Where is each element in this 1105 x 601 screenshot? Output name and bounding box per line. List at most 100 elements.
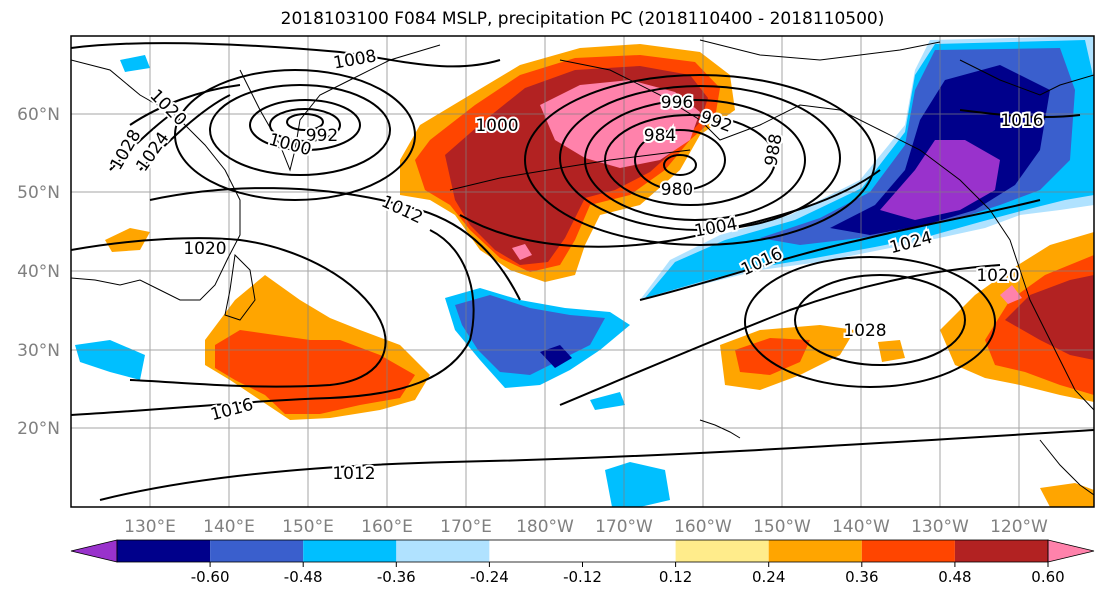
longitude-label: 160°W bbox=[674, 517, 732, 537]
isobar-1008 bbox=[71, 42, 501, 68]
longitude-label: 130°E bbox=[124, 517, 176, 537]
latitude-label: 50°N bbox=[17, 183, 60, 203]
map-title: 2018103100 F084 MSLP, precipitation PC (… bbox=[280, 9, 885, 29]
longitude-labels: 130°E 140°E 150°E 160°E 170°E 180°W 170°W 160°W… bbox=[124, 517, 1048, 537]
latitude-label: 60°N bbox=[17, 105, 60, 125]
isobar-label: 1028 bbox=[843, 321, 886, 341]
longitude-label: 150°E bbox=[282, 517, 334, 537]
isobar-1012-north bbox=[149, 187, 521, 301]
isobar-1012-south bbox=[99, 429, 1094, 501]
isobar-aleutian-988 bbox=[604, 114, 776, 206]
anomaly-westcoast-darkred bbox=[1005, 275, 1094, 360]
colorbar-segment bbox=[210, 540, 304, 562]
isobar-label: 992 bbox=[306, 126, 338, 146]
isobar-label: 980 bbox=[661, 180, 693, 200]
isobar-aleutian-992 bbox=[584, 99, 806, 221]
anomaly-cyan-japan bbox=[120, 55, 150, 72]
colorbar-segment bbox=[303, 540, 397, 562]
isobar-label: 988 bbox=[761, 132, 786, 167]
latitude-label: 40°N bbox=[17, 262, 60, 282]
colorbar-segment bbox=[396, 540, 490, 562]
coast-asia bbox=[71, 59, 241, 301]
latitude-label: 20°N bbox=[17, 419, 60, 439]
colorbar-segment bbox=[489, 540, 583, 562]
colorbar-tick-label: 0.48 bbox=[938, 568, 971, 586]
coast-canada bbox=[959, 59, 1094, 96]
colorbar-segment bbox=[954, 540, 1048, 562]
colorbar-segment bbox=[861, 540, 955, 562]
longitude-label: 150°W bbox=[753, 517, 811, 537]
longitude-label: 160°E bbox=[361, 517, 413, 537]
anomaly-cyan-small bbox=[590, 392, 625, 410]
isobar-1016-northeast bbox=[959, 109, 1081, 119]
coast-alaska-north bbox=[699, 39, 941, 61]
colorbar-tick-label: -0.60 bbox=[191, 568, 230, 586]
colorbar-extend-low bbox=[70, 539, 118, 563]
isobar-aleutian-996 bbox=[559, 85, 841, 231]
anomaly-orange-korea bbox=[105, 228, 150, 252]
colorbar-tick-label: 0.36 bbox=[845, 568, 878, 586]
isobar-label: 1020 bbox=[976, 266, 1019, 286]
anomaly-westcoast-pink bbox=[1000, 285, 1022, 304]
anomaly-cyan-south bbox=[605, 462, 670, 507]
isobar-label: 1020 bbox=[183, 239, 226, 259]
isobar-low-nw-1 bbox=[249, 99, 361, 151]
isobar-label: 984 bbox=[644, 126, 676, 146]
colorbar-segment bbox=[675, 540, 769, 562]
isobar-1028-west bbox=[109, 114, 171, 171]
coast-alaska bbox=[559, 59, 1094, 411]
longitude-label: 130°W bbox=[911, 517, 969, 537]
plot-frame bbox=[70, 35, 1095, 508]
isobar-aleutian-984 bbox=[634, 129, 726, 191]
isobar-1004 bbox=[459, 169, 881, 248]
isobar-label: 1016 bbox=[1000, 111, 1043, 131]
longitude-label: 120°W bbox=[990, 517, 1048, 537]
colorbar-extend-high bbox=[1047, 539, 1095, 563]
isobar-aleutian-980 bbox=[663, 154, 697, 176]
coast-mexico bbox=[1039, 439, 1094, 496]
longitude-label: 180°W bbox=[516, 517, 574, 537]
isobar-1020-northwest bbox=[129, 84, 241, 126]
isobar-low-nw-4 bbox=[209, 84, 391, 176]
isobar-1024-west bbox=[139, 94, 231, 171]
anomaly-cpac-navy bbox=[540, 345, 572, 368]
isobar-label: 996 bbox=[661, 93, 693, 113]
isobar-1024-east bbox=[744, 256, 996, 388]
isobar-aleutian-1000 bbox=[524, 74, 876, 246]
anomaly-aleutian-pink-small bbox=[512, 244, 532, 260]
longitude-label: 140°W bbox=[832, 517, 890, 537]
isobar-label: 1012 bbox=[332, 464, 375, 484]
latitude-label: 30°N bbox=[17, 341, 60, 361]
isobar-low-nw-2 bbox=[269, 108, 341, 142]
isobar-low-nw-3 bbox=[286, 113, 324, 131]
colorbar-tick-label: 0.60 bbox=[1031, 568, 1064, 586]
anomaly-sw-orange bbox=[1040, 483, 1094, 507]
colorbar-segment bbox=[117, 540, 211, 562]
isobar-label: 1000 bbox=[475, 116, 518, 136]
mslp-contours bbox=[71, 42, 1094, 501]
graticule bbox=[71, 36, 1094, 507]
anomaly-cepac-orange-small bbox=[878, 340, 905, 362]
colorbar-segment bbox=[582, 540, 676, 562]
colorbar-tick-label: -0.12 bbox=[563, 568, 602, 586]
anomaly-wpac-redorange bbox=[215, 330, 415, 414]
longitude-label: 170°E bbox=[440, 517, 492, 537]
colorbar-segment bbox=[768, 540, 862, 562]
longitude-label: 140°E bbox=[203, 517, 255, 537]
isobar-1020-east bbox=[559, 264, 1001, 406]
isobar-1016-south bbox=[71, 229, 475, 416]
isobar-1028-east bbox=[794, 274, 966, 366]
colorbar-tick-label: 0.12 bbox=[659, 568, 692, 586]
colorbar-tick-label: 0.24 bbox=[752, 568, 785, 586]
colorbar-tick-label: -0.24 bbox=[470, 568, 509, 586]
isobar-1016-mid bbox=[639, 199, 1041, 301]
latitude-labels: 60°N 50°N 40°N 30°N 20°N bbox=[17, 105, 60, 439]
colorbar-tick-label: -0.36 bbox=[377, 568, 416, 586]
isobar-1020-west bbox=[71, 237, 387, 388]
coast-hawaii bbox=[699, 419, 741, 439]
colorbar-tick-label: -0.48 bbox=[284, 568, 323, 586]
colorbar: -0.60 -0.48 -0.36 -0.24 -0.12 0.12 0.24 0.36 0.4… bbox=[70, 539, 1095, 586]
longitude-label: 170°W bbox=[595, 517, 653, 537]
coast-japan bbox=[224, 253, 256, 321]
